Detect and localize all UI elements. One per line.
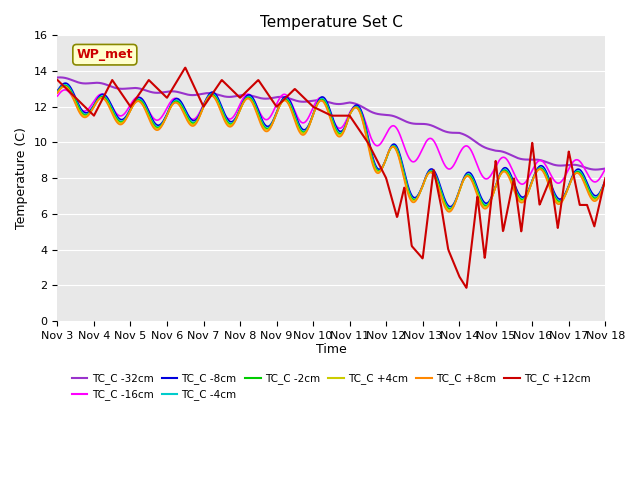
TC_C +12cm bbox=[96, 101, 104, 107]
TC_C -8cm bbox=[286, 98, 294, 104]
TC_C -2cm bbox=[298, 129, 305, 134]
TC_C -16cm bbox=[298, 120, 305, 125]
TC_C -8cm bbox=[447, 204, 454, 210]
TC_C -32cm bbox=[54, 74, 61, 80]
TC_C -32cm bbox=[298, 99, 305, 105]
Line: TC_C -16cm: TC_C -16cm bbox=[58, 90, 605, 184]
TC_C -16cm bbox=[308, 108, 316, 114]
TC_C -2cm bbox=[61, 83, 68, 88]
TC_C +8cm bbox=[118, 121, 126, 127]
TC_C +8cm bbox=[97, 96, 104, 101]
TC_C +4cm bbox=[97, 96, 104, 101]
TC_C -32cm bbox=[56, 74, 64, 80]
TC_C +12cm bbox=[286, 91, 294, 96]
Line: TC_C +12cm: TC_C +12cm bbox=[58, 68, 605, 288]
TC_C -8cm bbox=[118, 117, 126, 122]
TC_C -32cm bbox=[286, 96, 294, 102]
X-axis label: Time: Time bbox=[316, 344, 347, 357]
TC_C -2cm bbox=[602, 179, 609, 184]
Line: TC_C -8cm: TC_C -8cm bbox=[58, 83, 605, 207]
TC_C -8cm bbox=[365, 141, 373, 147]
TC_C -8cm bbox=[298, 125, 305, 131]
TC_C +12cm bbox=[308, 102, 316, 108]
TC_C +8cm bbox=[286, 105, 294, 111]
TC_C -4cm bbox=[286, 101, 294, 107]
TC_C +12cm bbox=[54, 77, 61, 83]
TC_C -4cm bbox=[118, 118, 126, 124]
TC_C +12cm bbox=[602, 175, 609, 181]
TC_C -4cm bbox=[97, 94, 104, 100]
TC_C -32cm bbox=[602, 166, 609, 171]
TC_C -8cm bbox=[97, 93, 104, 98]
TC_C +8cm bbox=[308, 117, 316, 122]
TC_C -4cm bbox=[298, 128, 305, 133]
TC_C -16cm bbox=[518, 181, 526, 187]
TC_C -32cm bbox=[118, 86, 126, 92]
TC_C +8cm bbox=[602, 179, 609, 184]
TC_C -16cm bbox=[54, 93, 61, 99]
TC_C -4cm bbox=[602, 178, 609, 184]
TC_C -8cm bbox=[61, 80, 69, 86]
TC_C +12cm bbox=[118, 92, 126, 97]
TC_C +4cm bbox=[446, 207, 454, 213]
Line: TC_C -4cm: TC_C -4cm bbox=[58, 85, 605, 208]
TC_C -2cm bbox=[446, 206, 454, 212]
TC_C +12cm bbox=[182, 65, 189, 71]
TC_C -4cm bbox=[61, 82, 69, 88]
TC_C -16cm bbox=[286, 98, 294, 104]
TC_C -32cm bbox=[365, 108, 373, 114]
TC_C +12cm bbox=[298, 93, 305, 98]
TC_C -8cm bbox=[54, 88, 61, 94]
TC_C +4cm bbox=[54, 90, 61, 96]
TC_C -32cm bbox=[97, 80, 104, 86]
TC_C -16cm bbox=[97, 92, 104, 97]
TC_C -2cm bbox=[308, 117, 316, 122]
Title: Temperature Set C: Temperature Set C bbox=[260, 15, 403, 30]
TC_C +8cm bbox=[298, 132, 305, 137]
TC_C -2cm bbox=[54, 89, 61, 95]
TC_C +4cm bbox=[118, 120, 126, 125]
TC_C +12cm bbox=[463, 285, 470, 291]
TC_C -32cm bbox=[592, 167, 600, 172]
TC_C -2cm bbox=[118, 119, 126, 125]
TC_C -16cm bbox=[365, 131, 373, 137]
Line: TC_C +4cm: TC_C +4cm bbox=[58, 86, 605, 210]
TC_C -32cm bbox=[308, 98, 316, 104]
Line: TC_C -32cm: TC_C -32cm bbox=[58, 77, 605, 169]
TC_C +4cm bbox=[365, 147, 373, 153]
TC_C +4cm bbox=[308, 117, 316, 122]
TC_C +8cm bbox=[365, 150, 373, 156]
TC_C +12cm bbox=[365, 143, 373, 149]
TC_C +4cm bbox=[602, 179, 609, 184]
Legend: TC_C -32cm, TC_C -16cm, TC_C -8cm, TC_C -4cm, TC_C -2cm, TC_C +4cm, TC_C +8cm, T: TC_C -32cm, TC_C -16cm, TC_C -8cm, TC_C … bbox=[68, 369, 595, 405]
TC_C -4cm bbox=[446, 205, 454, 211]
TC_C +8cm bbox=[61, 84, 68, 90]
TC_C -4cm bbox=[365, 144, 373, 149]
Line: TC_C -2cm: TC_C -2cm bbox=[58, 85, 605, 209]
TC_C -2cm bbox=[97, 95, 104, 100]
TC_C +4cm bbox=[286, 104, 294, 110]
TC_C -16cm bbox=[61, 87, 69, 93]
TC_C -2cm bbox=[365, 145, 373, 151]
TC_C -8cm bbox=[602, 177, 609, 183]
TC_C +8cm bbox=[54, 90, 61, 96]
TC_C +4cm bbox=[298, 130, 305, 135]
TC_C -2cm bbox=[286, 102, 294, 108]
Y-axis label: Temperature (C): Temperature (C) bbox=[15, 127, 28, 229]
TC_C +4cm bbox=[61, 84, 68, 89]
TC_C +8cm bbox=[445, 209, 453, 215]
TC_C -16cm bbox=[118, 112, 126, 118]
TC_C -4cm bbox=[54, 89, 61, 95]
Text: WP_met: WP_met bbox=[77, 48, 133, 61]
Line: TC_C +8cm: TC_C +8cm bbox=[58, 87, 605, 212]
TC_C -16cm bbox=[602, 166, 609, 172]
TC_C -4cm bbox=[308, 117, 316, 122]
TC_C -8cm bbox=[308, 116, 316, 121]
